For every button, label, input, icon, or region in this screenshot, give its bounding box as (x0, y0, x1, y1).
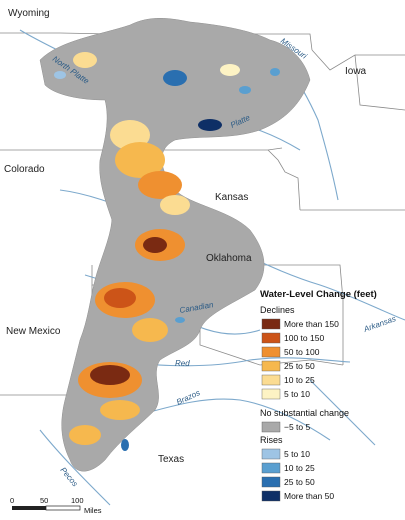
map-legend: Water-Level Change (feet) Declines More … (260, 289, 377, 502)
legend-no-change-swatch (261, 421, 281, 433)
legend-decline-0-swatch (261, 318, 281, 330)
legend-decline-4-label: 10 to 25 (284, 375, 315, 385)
state-label-wyoming: Wyoming (8, 8, 50, 19)
state-label-texas: Texas (158, 454, 184, 465)
legend-rise-3-swatch (261, 490, 281, 502)
state-label-iowa: Iowa (345, 66, 367, 77)
legend-rise-1-swatch (261, 462, 281, 474)
legend-no-change-heading: No substantial change (260, 408, 349, 418)
legend-rises-list: 5 to 10 10 to 25 25 to 50 More than 50 (261, 448, 334, 502)
legend-rise-2-swatch (261, 476, 281, 488)
state-label-oklahoma: Oklahoma (206, 253, 252, 264)
legend-rise-1-label: 10 to 25 (284, 463, 315, 473)
legend-no-change-list: −5 to 5 (261, 421, 311, 433)
scale-tick-50: 50 (40, 496, 48, 505)
state-label-new-mexico: New Mexico (6, 326, 61, 337)
legend-rise-0-label: 5 to 10 (284, 449, 310, 459)
legend-title: Water-Level Change (feet) (260, 289, 377, 300)
scale-bar: 0 50 100 Miles (10, 496, 102, 515)
legend-decline-2-swatch (261, 346, 281, 358)
scale-unit: Miles (84, 506, 102, 515)
legend-decline-0-label: More than 150 (284, 319, 339, 329)
legend-decline-3-label: 25 to 50 (284, 361, 315, 371)
legend-rises-heading: Rises (260, 435, 283, 445)
legend-rise-2-label: 25 to 50 (284, 477, 315, 487)
legend-decline-5-label: 5 to 10 (284, 389, 310, 399)
legend-decline-3-swatch (261, 360, 281, 372)
legend-decline-2-label: 50 to 100 (284, 347, 320, 357)
state-label-colorado: Colorado (4, 164, 45, 175)
river-label-brazos: Brazos (175, 388, 201, 407)
legend-declines-heading: Declines (260, 305, 295, 315)
legend-rise-0-swatch (261, 448, 281, 460)
legend-decline-4-swatch (261, 374, 281, 386)
legend-declines-list: More than 150 100 to 150 50 to 100 25 to 50… (261, 318, 339, 400)
change-patches (54, 52, 280, 451)
legend-no-change-label: −5 to 5 (284, 422, 311, 432)
legend-rise-3-label: More than 50 (284, 491, 334, 501)
legend-decline-1-label: 100 to 150 (284, 333, 324, 343)
scale-tick-100: 100 (71, 496, 84, 505)
scale-tick-0: 0 (10, 496, 14, 505)
river-label-red: Red (175, 359, 190, 368)
legend-decline-1-swatch (261, 332, 281, 344)
state-label-kansas: Kansas (215, 192, 248, 203)
legend-decline-5-swatch (261, 388, 281, 400)
river-label-arkansas: Arkansas (362, 314, 397, 334)
